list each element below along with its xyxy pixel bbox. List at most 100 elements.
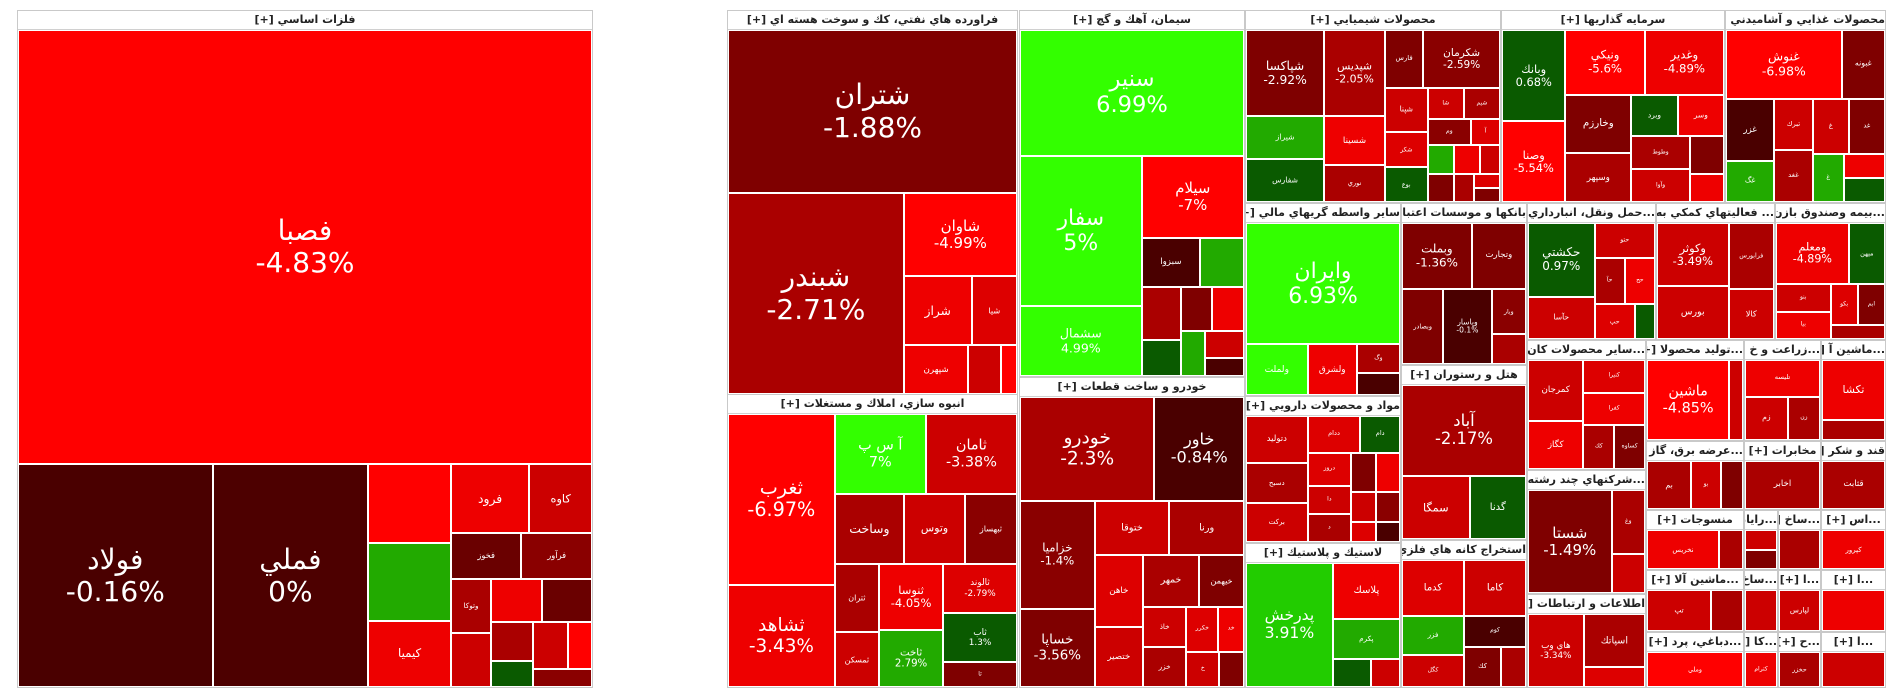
stock-tile[interactable]: وغ	[1611, 490, 1645, 555]
stock-tile[interactable]: اخابر	[1745, 461, 1820, 509]
stock-tile[interactable]	[1611, 554, 1645, 593]
sector-header[interactable]: ...اس [+]	[1822, 511, 1885, 530]
stock-tile[interactable]	[1720, 461, 1743, 509]
stock-tile[interactable]: وبملت -1.36%	[1402, 223, 1472, 290]
stock-tile[interactable]: نوري	[1324, 165, 1385, 202]
stock-tile[interactable]	[1634, 304, 1655, 339]
stock-tile[interactable]: دسبح	[1246, 463, 1308, 503]
stock-tile[interactable]: غ	[1812, 153, 1844, 202]
sector-header[interactable]: سيمان، آهك و گچ [+]	[1020, 11, 1244, 30]
stock-tile[interactable]	[1745, 590, 1777, 631]
sector-header[interactable]: ...ماشين آلا [+]	[1647, 571, 1743, 590]
stock-tile[interactable]	[1453, 173, 1474, 202]
stock-tile[interactable]	[1332, 659, 1372, 687]
stock-tile[interactable]: لپارس	[1779, 590, 1820, 631]
stock-tile[interactable]: بنو	[1776, 284, 1831, 312]
stock-tile[interactable]	[533, 622, 569, 669]
stock-tile[interactable]	[1356, 373, 1400, 395]
sector-header[interactable]: محصولات غذايي و آشاميدني [+]	[1726, 11, 1885, 30]
stock-tile[interactable]: كدما	[1402, 560, 1464, 616]
sector-header[interactable]: ...شركتهاي چند رشته ا [+]	[1528, 471, 1645, 490]
stock-tile[interactable]	[491, 661, 534, 687]
stock-tile[interactable]: حپ	[1594, 304, 1635, 339]
stock-tile[interactable]	[541, 579, 592, 623]
stock-tile[interactable]	[1843, 153, 1885, 178]
stock-tile[interactable]: كپرور	[1822, 530, 1885, 569]
stock-tile[interactable]: كالا	[1728, 289, 1774, 339]
stock-tile[interactable]: ورنا	[1169, 500, 1244, 555]
stock-tile[interactable]: خيهمن	[1199, 554, 1244, 607]
stock-tile[interactable]: دتوليد	[1246, 416, 1308, 464]
stock-tile[interactable]: فخوز	[450, 533, 522, 580]
stock-tile[interactable]	[1351, 492, 1376, 523]
stock-tile[interactable]: خكرر	[1186, 606, 1219, 652]
stock-tile[interactable]	[1822, 420, 1885, 440]
stock-tile[interactable]	[533, 668, 592, 687]
stock-tile[interactable]	[1689, 173, 1724, 202]
sector-header[interactable]: ...ساخ [+]	[1745, 571, 1777, 590]
stock-tile[interactable]: ثاب 1.3%	[943, 613, 1017, 663]
sector-header[interactable]: ...ا [+]	[1822, 633, 1885, 652]
stock-tile[interactable]: وغدير -4.89%	[1644, 30, 1724, 95]
stock-tile[interactable]: غزر	[1726, 98, 1775, 161]
stock-tile[interactable]	[1719, 530, 1743, 569]
stock-tile[interactable]: ثالوند -2.79%	[943, 563, 1017, 614]
stock-tile[interactable]	[1180, 331, 1205, 376]
stock-tile[interactable]: كوم	[1464, 615, 1526, 648]
stock-tile[interactable]: پدرخش 3.91%	[1246, 563, 1333, 687]
stock-tile[interactable]	[1351, 452, 1376, 493]
stock-tile[interactable]: شپنا	[1384, 88, 1428, 133]
stock-tile[interactable]: دروز	[1307, 452, 1352, 487]
stock-tile[interactable]	[1219, 651, 1244, 687]
stock-tile[interactable]: فرآور	[521, 533, 592, 580]
stock-tile[interactable]: حتو	[1594, 223, 1655, 258]
stock-tile[interactable]: وسر	[1677, 94, 1724, 137]
stock-tile[interactable]	[1427, 173, 1454, 202]
sector-header[interactable]: ...كا [+]	[1745, 633, 1777, 652]
stock-tile[interactable]	[1843, 177, 1885, 202]
stock-tile[interactable]: غغد	[1774, 150, 1813, 202]
stock-tile[interactable]: قثابت	[1822, 461, 1885, 509]
stock-tile[interactable]: سبزوا	[1141, 238, 1201, 287]
sector-header[interactable]: فلزات اساسي [+]	[18, 11, 592, 30]
stock-tile[interactable]: هاي وب -3.34%	[1528, 614, 1584, 687]
stock-tile[interactable]	[1711, 590, 1743, 631]
stock-tile[interactable]: وگ	[1356, 344, 1400, 374]
stock-tile[interactable]: وتوس	[904, 493, 965, 564]
stock-tile[interactable]: ومعلم -4.89%	[1776, 223, 1849, 285]
stock-tile[interactable]: ولملت	[1246, 344, 1308, 395]
stock-tile[interactable]	[1204, 358, 1244, 376]
sector-header[interactable]: ...رايانه [+]	[1745, 511, 1777, 530]
stock-tile[interactable]	[1200, 238, 1244, 287]
stock-tile[interactable]: خزاميا -1.4%	[1020, 500, 1095, 610]
stock-tile[interactable]	[1830, 325, 1885, 339]
stock-tile[interactable]: فارس	[1384, 30, 1424, 89]
stock-tile[interactable]: كك	[1464, 647, 1502, 687]
stock-tile[interactable]: ولشرق	[1307, 344, 1357, 395]
stock-tile[interactable]	[1822, 652, 1885, 687]
stock-tile[interactable]: وپاسار -0.1%	[1443, 289, 1492, 364]
stock-tile[interactable]: شاوان -4.99%	[903, 192, 1017, 277]
stock-tile[interactable]: وتوكا	[450, 579, 492, 634]
stock-tile[interactable]: وبرد	[1631, 94, 1678, 137]
stock-tile[interactable]: فولاد -0.16%	[18, 464, 213, 687]
stock-tile[interactable]: شيراز	[1246, 116, 1325, 159]
stock-tile[interactable]: كفرا	[1583, 392, 1645, 426]
stock-tile[interactable]: كمرجان	[1528, 360, 1584, 421]
stock-tile[interactable]: غد	[1848, 98, 1885, 154]
stock-tile[interactable]: وآوا	[1631, 169, 1690, 202]
stock-tile[interactable]: وصنا -5.54%	[1502, 121, 1566, 202]
stock-tile[interactable]: خ	[1186, 651, 1220, 687]
stock-tile[interactable]	[1473, 173, 1500, 188]
stock-tile[interactable]: شپديس -2.05%	[1324, 30, 1385, 116]
stock-tile[interactable]: فرود	[450, 464, 530, 534]
stock-tile[interactable]: بوع	[1384, 167, 1428, 202]
stock-tile[interactable]: دام	[1360, 416, 1400, 453]
stock-tile[interactable]: بيا	[1776, 311, 1831, 339]
stock-tile[interactable]: سشمال 4.99%	[1020, 306, 1142, 376]
stock-tile[interactable]	[1501, 647, 1526, 687]
stock-tile[interactable]	[491, 579, 542, 623]
stock-tile[interactable]: اسپاتك	[1583, 614, 1645, 668]
stock-tile[interactable]: غ	[1812, 98, 1849, 154]
stock-tile[interactable]	[1491, 334, 1526, 364]
